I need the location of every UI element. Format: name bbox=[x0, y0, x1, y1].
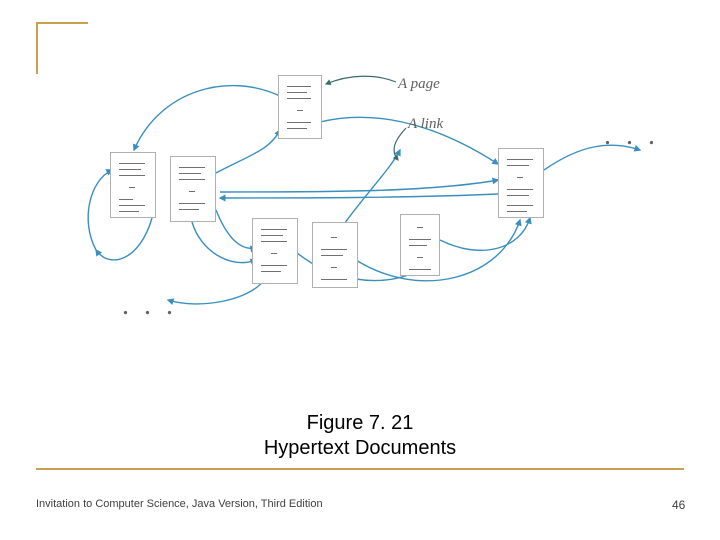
links-svg bbox=[0, 0, 720, 380]
hyperlink-edge bbox=[340, 150, 400, 230]
ellipsis: . . . bbox=[604, 120, 659, 152]
annotation-arrow bbox=[326, 76, 396, 84]
annotation-arrow bbox=[394, 128, 406, 160]
page-node bbox=[498, 148, 544, 218]
hyperlink-edge bbox=[168, 280, 264, 304]
hyperlink-edge bbox=[134, 86, 284, 150]
page-node bbox=[278, 75, 322, 139]
caption-line-1: Figure 7. 21 bbox=[0, 412, 720, 435]
annotation-label: A page bbox=[398, 76, 440, 93]
hyperlink-edge bbox=[216, 210, 256, 248]
annotation-label: A link bbox=[408, 116, 443, 133]
hyperlink-edge bbox=[440, 218, 530, 250]
ellipsis: . . . bbox=[122, 290, 177, 322]
page-node bbox=[252, 218, 298, 284]
footer-rule bbox=[36, 468, 684, 470]
page-node bbox=[400, 214, 440, 276]
caption-line-2: Hypertext Documents bbox=[0, 437, 720, 460]
hyperlink-edge bbox=[88, 170, 112, 250]
page-node bbox=[110, 152, 156, 218]
page-node bbox=[170, 156, 216, 222]
hypertext-diagram: A page A link . . . . . . bbox=[0, 0, 720, 380]
hyperlink-edge bbox=[214, 130, 280, 174]
page-node bbox=[312, 222, 358, 288]
hyperlink-edge bbox=[192, 222, 256, 263]
hyperlink-edge bbox=[220, 194, 498, 198]
hyperlink-edge bbox=[220, 180, 498, 192]
figure-caption: Figure 7. 21 Hypertext Documents bbox=[0, 410, 720, 462]
footer-text: Invitation to Computer Science, Java Ver… bbox=[36, 498, 323, 510]
page-number: 46 bbox=[672, 498, 685, 512]
hyperlink-edge bbox=[96, 218, 152, 260]
